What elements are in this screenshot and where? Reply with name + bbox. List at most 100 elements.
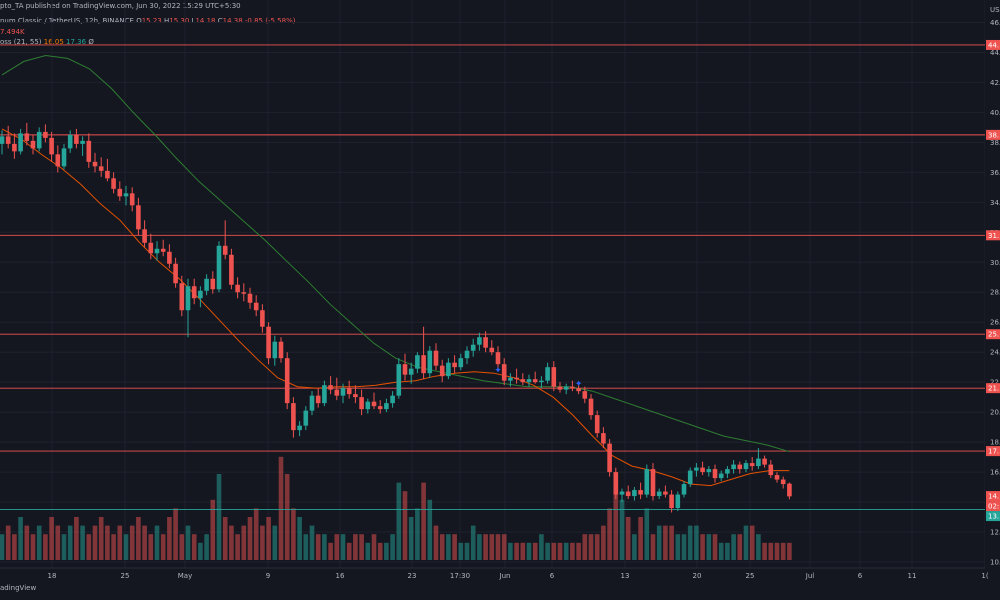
ohlc-open-label: O: [136, 17, 142, 25]
candle-body: [241, 292, 247, 294]
candle-body: [353, 394, 358, 398]
candle: [0, 130, 5, 155]
candle: [780, 476, 786, 489]
volume-bar: [198, 542, 203, 560]
candle: [489, 340, 495, 356]
volume-bar: [24, 525, 30, 560]
time-tick-label: 9: [266, 572, 270, 580]
volume-bar: [520, 542, 526, 560]
candle: [656, 488, 662, 500]
candle: [607, 439, 612, 477]
volume-bar: [303, 534, 309, 560]
candle-body: [539, 380, 544, 383]
volume-bar: [328, 542, 333, 560]
candle: [142, 220, 147, 248]
price-tick-label: 44.: [990, 49, 1000, 57]
volume-bar: [334, 534, 340, 560]
volume-bar: [774, 542, 780, 560]
candle-body: [439, 365, 445, 377]
time-tick-label: 1(: [981, 572, 988, 580]
candle-body: [780, 479, 786, 485]
candle: [74, 128, 79, 149]
volume-bar: [694, 525, 699, 560]
volume-bar: [12, 534, 17, 560]
ohlc-close-label: C: [217, 17, 223, 25]
volume-bar: [297, 517, 302, 560]
candle-body: [284, 358, 290, 404]
candle-body: [222, 245, 228, 255]
candle: [501, 358, 507, 386]
candle-body: [365, 401, 371, 410]
symbol-name: num Classic / TetherUS, 12h, BINANCE: [0, 17, 134, 25]
candle-body: [173, 263, 178, 284]
volume-bar: [105, 525, 110, 560]
candle: [154, 241, 160, 261]
candle: [291, 397, 296, 438]
candle: [669, 490, 674, 513]
candle: [241, 283, 247, 302]
volume-bar: [353, 534, 358, 560]
candle: [396, 358, 402, 399]
candle-body: [526, 379, 532, 383]
candle: [439, 359, 445, 383]
candle: [774, 472, 780, 483]
price-badge-label: 21.: [988, 385, 999, 393]
candle-body: [309, 395, 315, 411]
volume-bar: [539, 534, 544, 560]
candle: [5, 125, 11, 149]
volume-bar: [229, 525, 234, 560]
volume-bar: [663, 525, 668, 560]
candle-body: [340, 388, 346, 396]
volume-bar: [260, 525, 265, 560]
candle: [334, 377, 340, 401]
candle: [706, 466, 712, 477]
price-badge-label: 02:: [988, 503, 999, 511]
candle-body: [675, 494, 681, 509]
volume-bar: [638, 517, 643, 560]
price-badge-label: 38.: [988, 131, 999, 139]
time-tick-label: 18: [48, 572, 57, 580]
candle-body: [477, 337, 482, 345]
candle-body: [67, 134, 73, 149]
volume-bar: [650, 534, 656, 560]
volume-bar: [731, 534, 736, 560]
candle-body: [464, 350, 470, 359]
volume-bar: [5, 525, 11, 560]
candle-body: [191, 286, 197, 299]
candle-body: [154, 248, 160, 254]
candle: [80, 136, 85, 156]
candle-body: [80, 140, 85, 144]
candle: [694, 463, 699, 477]
volume-bar: [780, 542, 786, 560]
time-tick-label: 11: [908, 572, 917, 580]
volume-bar: [80, 525, 85, 560]
volume-bar: [656, 525, 662, 560]
volume-bar: [253, 508, 259, 560]
candle: [235, 277, 240, 299]
time-tick-label: Jun: [499, 572, 511, 580]
candle: [576, 383, 581, 395]
horizontal-levels: [0, 44, 985, 511]
volume-bar: [601, 525, 606, 560]
candle: [402, 353, 408, 381]
candle-body: [303, 410, 309, 426]
candle: [743, 460, 749, 473]
price-axis-currency: USD: [990, 6, 1000, 14]
candle-body: [762, 458, 767, 465]
candle: [105, 158, 110, 182]
volume-bar: [173, 508, 178, 560]
price-badge: [986, 129, 1000, 140]
volume-bar: [594, 534, 600, 560]
volume-bar: [644, 508, 650, 560]
candle: [185, 278, 191, 338]
volume-bar: [743, 525, 749, 560]
candle: [297, 421, 302, 437]
candle: [377, 400, 383, 414]
candle-body: [756, 458, 761, 467]
volume-bar: [160, 534, 166, 560]
time-tick-label: Jul: [805, 572, 815, 580]
volume-bar: [501, 534, 507, 560]
volume-bar: [706, 534, 712, 560]
candle-body: [731, 464, 736, 470]
